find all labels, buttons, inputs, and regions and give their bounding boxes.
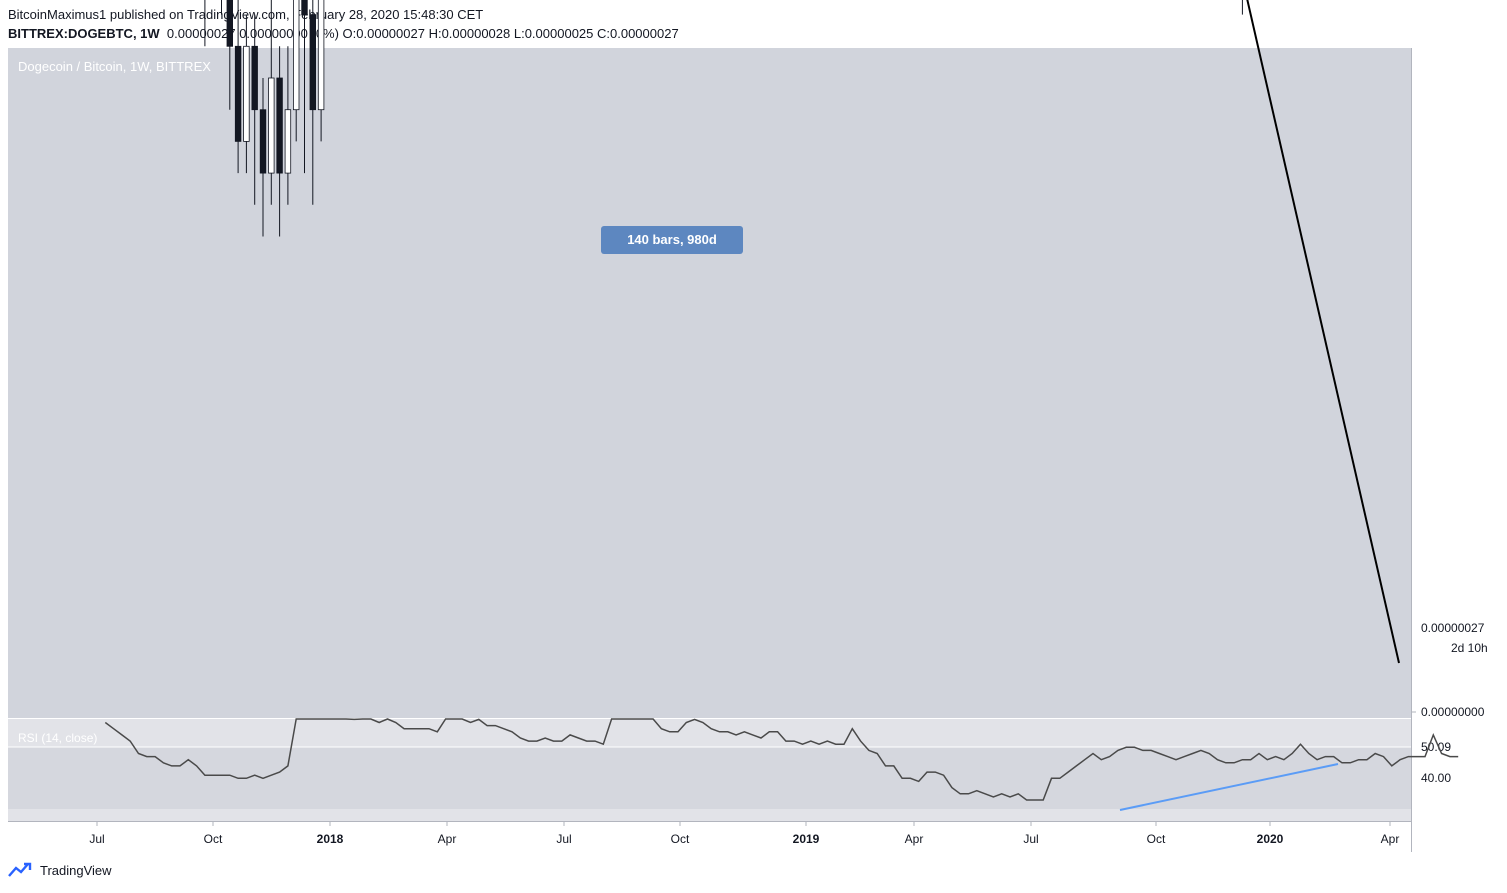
last-price-box: [1412, 619, 1498, 636]
time-tick-label: Apr: [1381, 832, 1400, 846]
rsi-pane: RSI (14, close) 50.09 40.00: [18, 718, 1466, 811]
time-axis[interactable]: Jul Oct 2018 Apr Jul Oct 2019 Apr Jul Oct 2020 Apr: [89, 822, 1399, 846]
candle-body: [259, 109, 267, 174]
candle-body: [251, 45, 258, 111]
rsi-tick-40: 40.00: [1421, 771, 1451, 785]
candle-body: [226, 0, 233, 47]
candles: [204, 0, 1243, 237]
candle-body: [268, 77, 275, 174]
time-tick-label: 2019: [793, 832, 820, 846]
rsi-band: [8, 747, 1411, 809]
publisher-line: BitcoinMaximus1 published on TradingView…: [8, 7, 484, 22]
chart-title: Dogecoin / Bitcoin, 1W, BITTREX: [18, 59, 211, 74]
last-price-label: 0.00000027: [1421, 621, 1485, 635]
countdown-label: 2d 10h: [1451, 641, 1488, 655]
tradingview-logo-icon: [8, 862, 32, 877]
time-tick-label: Oct: [1147, 832, 1166, 846]
price-axis[interactable]: 0.000002000.000001800.000001600.00000140…: [1411, 0, 1485, 719]
time-tick-label: 2020: [1257, 832, 1284, 846]
tradingview-brand: TradingView: [40, 862, 112, 878]
time-tick-label: Jul: [1023, 832, 1038, 846]
tradingview-footer[interactable]: TradingView: [8, 862, 112, 878]
symbol-label: BITTREX:DOGEBTC, 1W: [8, 26, 160, 41]
time-tick-label: Apr: [438, 832, 457, 846]
candle-body: [243, 45, 250, 142]
time-tick-label: Jul: [556, 832, 571, 846]
time-tick-label: Apr: [905, 832, 924, 846]
price-tick-label: 0.00000000: [1421, 705, 1485, 719]
candle-body: [276, 77, 283, 174]
price-pane-bg: [8, 48, 1411, 718]
range-measure[interactable]: 140 bars, 980d: [601, 226, 743, 254]
candle-body: [301, 0, 308, 16]
rsi-line: [104, 718, 1459, 801]
candle-body: [234, 45, 242, 142]
range-label: 140 bars, 980d: [627, 232, 717, 247]
range-label-box: [601, 226, 743, 254]
time-tick-label: Oct: [204, 832, 223, 846]
time-axis-bg: [8, 822, 1411, 852]
rsi-divergence-line: [1119, 763, 1339, 811]
time-tick-label: Jul: [89, 832, 104, 846]
candle-body: [317, 0, 325, 111]
time-tick-label: Oct: [671, 832, 690, 846]
time-tick-label: 2018: [317, 832, 344, 846]
last-price-marker: 0.00000027 2d 10h: [1412, 619, 1498, 657]
candle-body: [284, 109, 292, 174]
candle-body: [292, 0, 300, 111]
countdown-box: [1444, 639, 1498, 657]
candle-body: [309, 14, 316, 111]
rsi-label: RSI (14, close): [18, 731, 97, 745]
rsi-value-label: 50.09: [1421, 740, 1451, 754]
